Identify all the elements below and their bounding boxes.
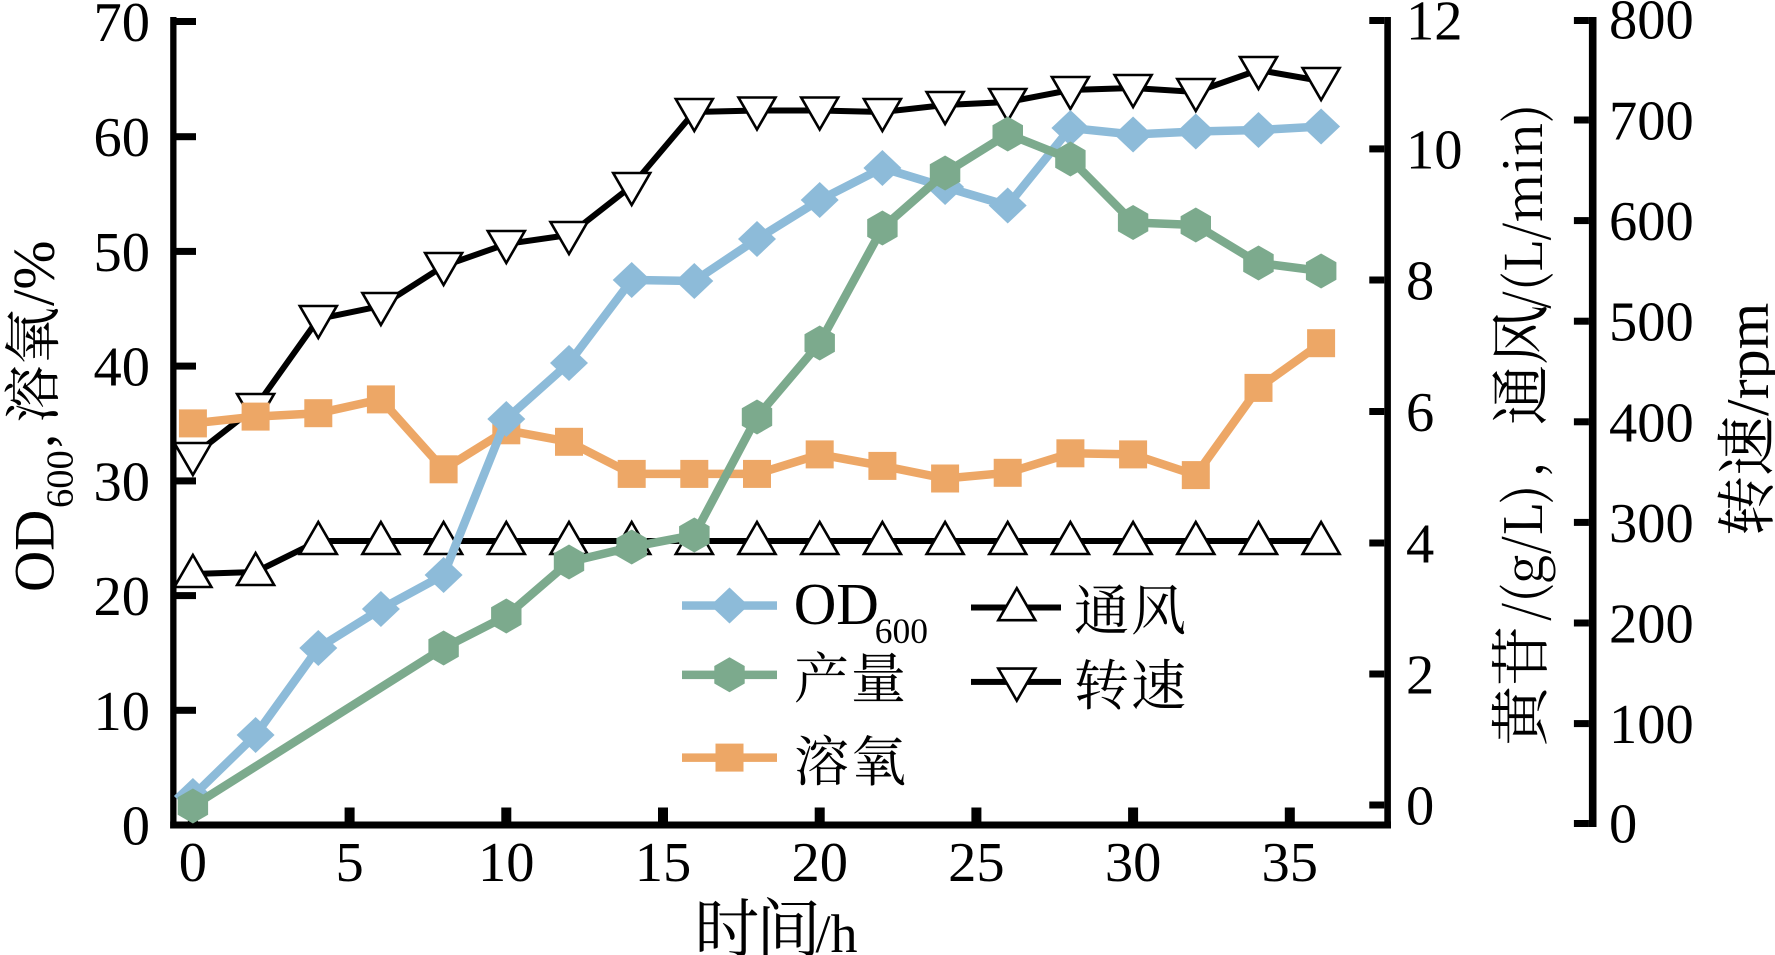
svg-text:700: 700 xyxy=(1609,91,1694,153)
svg-text:5: 5 xyxy=(335,832,363,894)
svg-text:0: 0 xyxy=(179,832,207,894)
svg-text:200: 200 xyxy=(1609,594,1694,656)
svg-text:10: 10 xyxy=(94,681,151,743)
svg-text:30: 30 xyxy=(94,451,151,513)
svg-text:2: 2 xyxy=(1406,645,1434,707)
svg-text:100: 100 xyxy=(1609,694,1694,756)
svg-text:50: 50 xyxy=(94,222,151,284)
svg-text:400: 400 xyxy=(1609,392,1694,454)
svg-text:0: 0 xyxy=(1406,776,1434,838)
svg-text:25: 25 xyxy=(948,832,1005,894)
svg-text:10: 10 xyxy=(1406,119,1463,181)
svg-text:4: 4 xyxy=(1406,514,1434,576)
svg-text:35: 35 xyxy=(1262,832,1319,894)
svg-text:12: 12 xyxy=(1406,0,1463,53)
svg-text:600: 600 xyxy=(40,450,82,508)
svg-text:800: 800 xyxy=(1609,0,1694,52)
svg-text:8: 8 xyxy=(1406,251,1434,313)
svg-text:0: 0 xyxy=(122,796,150,858)
svg-text:30: 30 xyxy=(1105,832,1162,894)
svg-text:OD: OD xyxy=(4,510,67,592)
svg-text:6: 6 xyxy=(1406,382,1434,444)
svg-text:10: 10 xyxy=(478,832,535,894)
svg-text:20: 20 xyxy=(94,566,151,628)
svg-text:600: 600 xyxy=(875,611,928,651)
svg-text:OD: OD xyxy=(794,571,879,637)
svg-text:70: 70 xyxy=(94,0,151,54)
svg-text:15: 15 xyxy=(635,832,692,894)
svg-text:20: 20 xyxy=(791,832,848,894)
svg-text:500: 500 xyxy=(1609,292,1694,354)
svg-text:,: , xyxy=(4,434,67,448)
svg-text:/rpm: /rpm xyxy=(1715,303,1775,416)
svg-text:0: 0 xyxy=(1609,794,1637,856)
svg-text:600: 600 xyxy=(1609,191,1694,253)
svg-text:/%: /% xyxy=(1,240,67,306)
svg-text:/h: /h xyxy=(816,904,858,955)
svg-text:60: 60 xyxy=(94,107,151,169)
svg-text:300: 300 xyxy=(1609,493,1694,555)
svg-text:40: 40 xyxy=(94,337,151,399)
